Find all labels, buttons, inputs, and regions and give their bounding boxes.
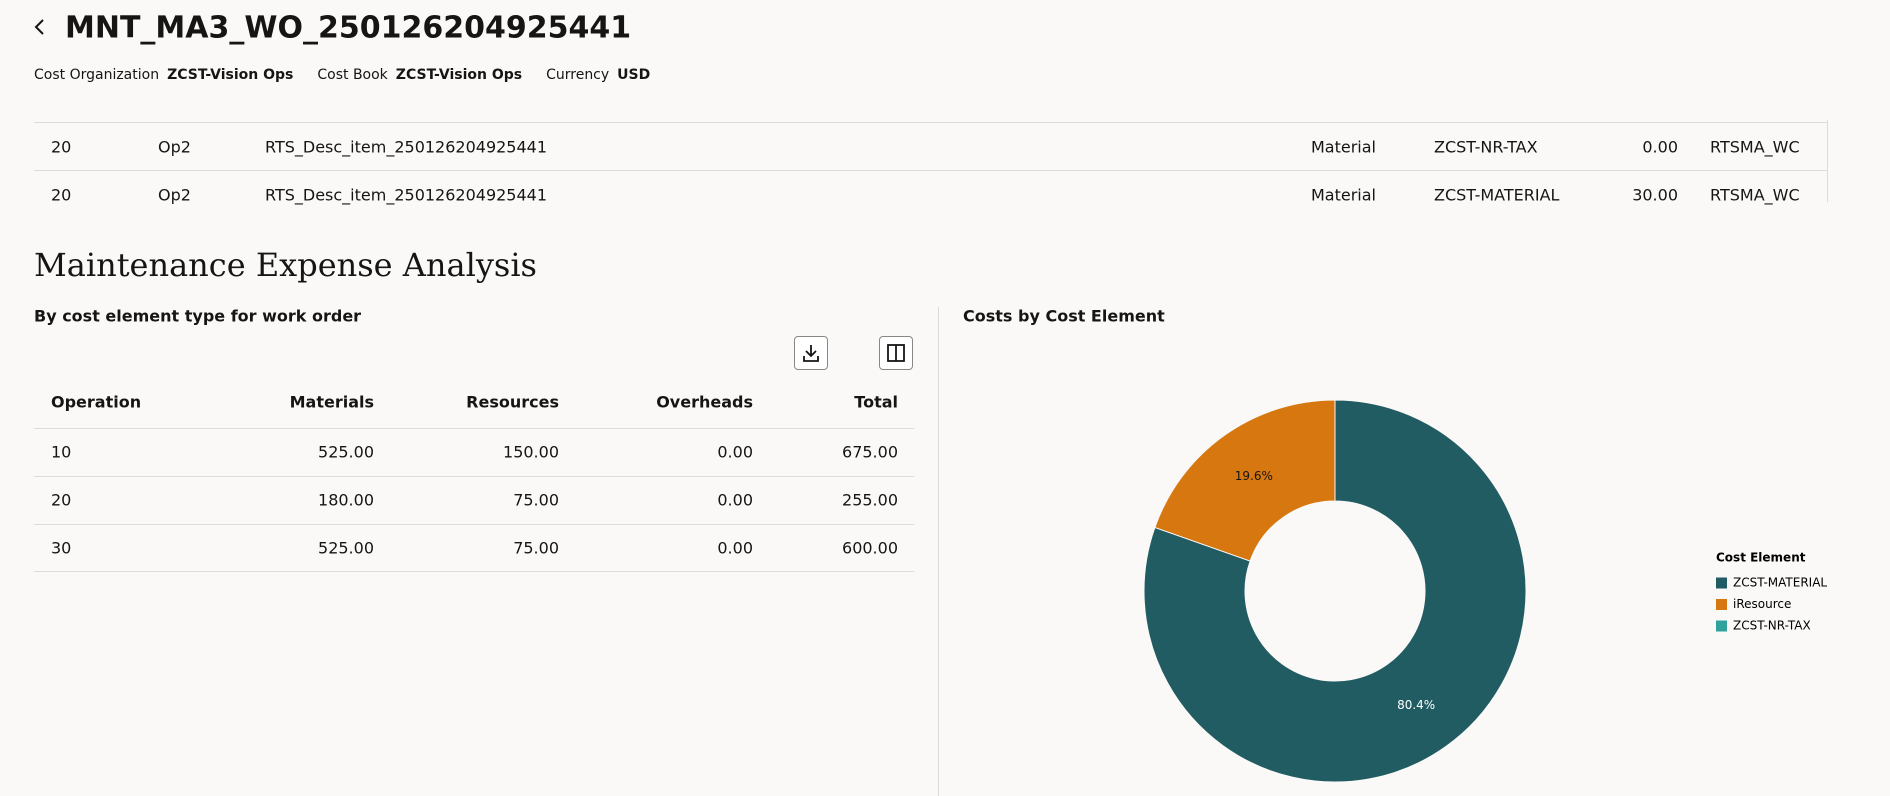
chart-title: Costs by Cost Element	[963, 306, 1165, 326]
field-value: ZCST-Vision Ops	[395, 67, 523, 83]
column-header: Total	[854, 392, 898, 412]
table-cell: 180.00	[318, 490, 374, 510]
column-header: Overheads	[656, 392, 753, 412]
table-cell: 20	[51, 490, 72, 510]
table-cell: 600.00	[842, 538, 898, 558]
column-header: Materials	[289, 392, 374, 412]
table-cell: 0.00	[717, 538, 753, 558]
table-cell: 75.00	[513, 538, 559, 558]
table-cell: RTSMA_WC	[1710, 137, 1800, 157]
columns-button[interactable]	[879, 336, 913, 370]
legend-title: Cost Element	[1716, 551, 1806, 565]
field-label: Cost Organization	[34, 67, 160, 83]
donut-slice	[1143, 399, 1527, 783]
field: Cost Organization ZCST-Vision Ops	[34, 67, 293, 83]
field: Cost Book ZCST-Vision Ops	[317, 67, 522, 83]
column-header: Resources	[466, 392, 559, 412]
legend-swatch	[1716, 620, 1727, 632]
field-value: USD	[617, 67, 651, 83]
data-label: 19.6%	[1235, 469, 1273, 483]
row-divider	[34, 428, 914, 429]
legend-label: ZCST-MATERIAL	[1733, 576, 1827, 590]
table-cell: 20	[51, 137, 72, 157]
row-divider	[34, 524, 914, 525]
back-button[interactable]	[32, 18, 48, 36]
table-cell: 0.00	[717, 442, 753, 462]
table-cell: Op2	[158, 185, 191, 205]
section-title: Maintenance Expense Analysis	[34, 246, 537, 284]
field: Currency USD	[546, 67, 650, 83]
donut-slice	[1154, 399, 1336, 562]
table-cell: Material	[1311, 137, 1376, 157]
legend-label: iResource	[1733, 597, 1791, 611]
field-label: Currency	[546, 67, 610, 83]
table-cell: 0.00	[717, 490, 753, 510]
table-cell: 525.00	[318, 442, 374, 462]
table-cell: RTSMA_WC	[1710, 185, 1800, 205]
table-cell: 150.00	[503, 442, 559, 462]
table-cell: 75.00	[513, 490, 559, 510]
row-divider	[34, 122, 1827, 123]
row-divider	[34, 571, 914, 572]
header-fields: Cost Organization ZCST-Vision Ops Cost Boo…	[34, 67, 650, 83]
scroll-edge	[1827, 120, 1828, 202]
table-cell: ZCST-MATERIAL	[1434, 185, 1560, 205]
panel-divider	[938, 307, 939, 796]
table-cell: Op2	[158, 137, 191, 157]
data-label: 80.4%	[1397, 698, 1435, 712]
table-cell: Material	[1311, 185, 1376, 205]
legend-swatch	[1716, 599, 1727, 610]
table-cell: RTS_Desc_item_250126204925441	[265, 137, 548, 157]
table-cell: 675.00	[842, 442, 898, 462]
panel-title: By cost element type for work order	[34, 306, 362, 326]
column-header: Operation	[51, 392, 142, 412]
table-cell: 20	[51, 185, 72, 205]
download-button[interactable]	[794, 336, 828, 370]
page-title: MNT_MA3_WO_250126204925441	[65, 10, 632, 46]
legend-swatch	[1716, 577, 1727, 589]
table-cell: RTS_Desc_item_250126204925441	[265, 185, 548, 205]
row-divider	[34, 170, 1827, 171]
table-cell: 525.00	[318, 538, 374, 558]
table-cell: 10	[51, 442, 72, 462]
table-cell: 30.00	[1632, 185, 1678, 205]
table-cell: 255.00	[842, 490, 898, 510]
table-cell: 30	[51, 538, 72, 558]
table-cell: 0.00	[1642, 137, 1678, 157]
field-value: ZCST-Vision Ops	[167, 67, 294, 83]
row-divider	[34, 476, 914, 477]
legend-label: ZCST-NR-TAX	[1733, 619, 1811, 633]
table-cell: ZCST-NR-TAX	[1434, 137, 1538, 157]
field-label: Cost Book	[317, 67, 388, 83]
